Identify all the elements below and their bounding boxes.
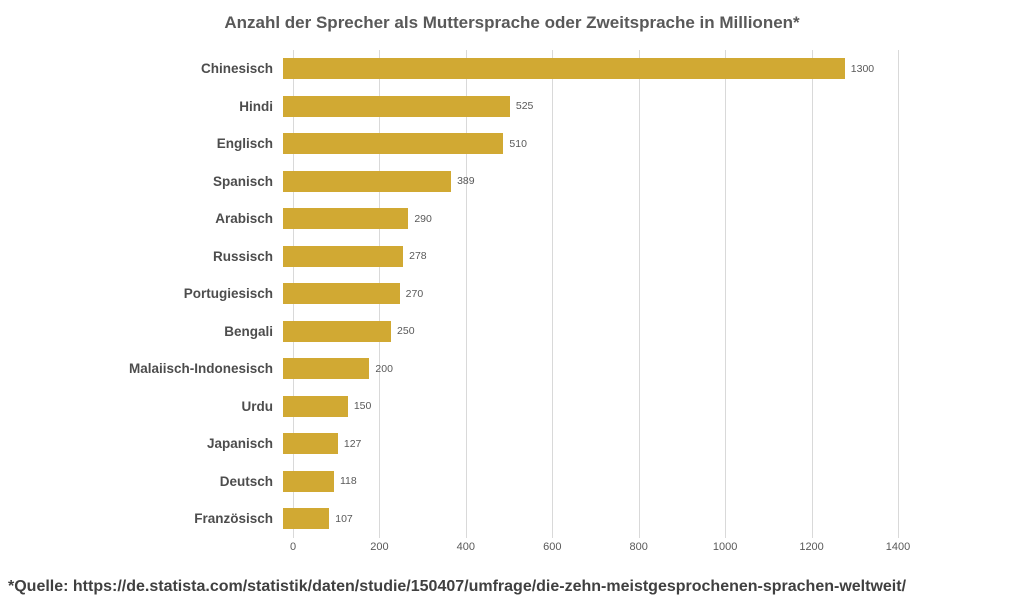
chart-row: Japanisch 127 <box>0 425 1024 463</box>
source-note: *Quelle: https://de.statista.com/statist… <box>8 578 907 595</box>
bar <box>283 170 452 192</box>
x-axis: 0 200 400 600 800 1000 1200 1400 <box>289 541 910 555</box>
x-axis-tick-label: 0 <box>289 541 297 553</box>
bar <box>283 283 400 305</box>
chart-row: Hindi 525 <box>0 88 1024 126</box>
category-label: Arabisch <box>215 211 273 227</box>
category-label: Russisch <box>212 248 273 264</box>
x-axis-tick-label: 400 <box>456 541 476 553</box>
x-axis-tick-label: 1400 <box>885 541 911 553</box>
category-label: Spanisch <box>212 173 273 189</box>
bar <box>283 58 845 80</box>
value-label: 290 <box>414 212 432 225</box>
chart-row: Deutsch 118 <box>0 463 1024 501</box>
bar-track: 389 <box>283 170 1024 192</box>
bar-track: 118 <box>283 470 1024 492</box>
value-label: 200 <box>375 362 393 375</box>
category-label: Portugiesisch <box>183 286 273 302</box>
category-label: Chinesisch <box>200 61 273 77</box>
chart-row: Bengali 250 <box>0 313 1024 351</box>
chart-row: Spanisch 389 <box>0 163 1024 201</box>
bar <box>283 358 370 380</box>
category-label: Hindi <box>239 98 273 114</box>
bar-track: 127 <box>283 433 1024 455</box>
category-label: Bengali <box>224 323 273 339</box>
chart-row: Portugiesisch 270 <box>0 275 1024 313</box>
bar <box>283 508 330 530</box>
value-label: 250 <box>397 325 415 338</box>
chart-row: Französisch 107 <box>0 500 1024 538</box>
bar <box>283 433 338 455</box>
chart-rows: Chinesisch 1300 Hindi 525 Englisch 510 Spanisc… <box>0 50 1024 538</box>
x-axis-tick-label: 800 <box>629 541 648 553</box>
category-label: Englisch <box>216 136 273 152</box>
chart-row: Malaiisch-Indonesisch 200 <box>0 350 1024 388</box>
bar-track: 1300 <box>283 58 1024 80</box>
category-label: Französisch <box>194 511 273 527</box>
value-label: 127 <box>343 437 362 450</box>
value-label: 270 <box>405 287 424 300</box>
value-label: 150 <box>353 400 372 413</box>
value-label: 1300 <box>850 62 875 75</box>
bar-track: 250 <box>283 320 1024 342</box>
value-label: 278 <box>409 250 427 263</box>
value-label: 510 <box>509 137 527 150</box>
x-axis-tick-label: 1200 <box>799 541 824 553</box>
bar <box>283 95 510 117</box>
category-label: Deutsch <box>219 473 273 489</box>
bar <box>283 208 409 230</box>
bar-track: 290 <box>283 208 1024 230</box>
bar-track: 510 <box>283 133 1024 155</box>
chart-row: Englisch 510 <box>0 125 1024 163</box>
chart-title: Anzahl der Sprecher als Muttersprache od… <box>224 13 800 32</box>
bar-track: 278 <box>283 245 1024 267</box>
bar-track: 150 <box>283 395 1024 417</box>
category-label: Malaiisch-Indonesisch <box>128 361 273 377</box>
bar-track: 107 <box>283 508 1024 530</box>
chart-row: Chinesisch 1300 <box>0 50 1024 88</box>
bar <box>283 470 334 492</box>
value-label: 389 <box>457 175 475 188</box>
bar <box>283 395 348 417</box>
chart-row: Russisch 278 <box>0 238 1024 276</box>
chart-row: Urdu 150 <box>0 388 1024 426</box>
bar-track: 270 <box>283 283 1024 305</box>
value-label: 107 <box>335 512 353 525</box>
value-label: 118 <box>339 475 357 488</box>
bar <box>283 320 392 342</box>
bar-track: 525 <box>283 95 1024 117</box>
chart-row: Arabisch 290 <box>0 200 1024 238</box>
x-axis-tick-label: 200 <box>370 541 389 553</box>
x-axis-tick-label: 1000 <box>712 541 738 553</box>
category-label: Urdu <box>241 398 274 414</box>
category-label: Japanisch <box>206 436 273 452</box>
bar <box>283 133 504 155</box>
bar-track: 200 <box>283 358 1024 380</box>
x-axis-tick-label: 600 <box>543 541 562 553</box>
bar <box>283 245 404 267</box>
value-label: 525 <box>515 100 534 113</box>
